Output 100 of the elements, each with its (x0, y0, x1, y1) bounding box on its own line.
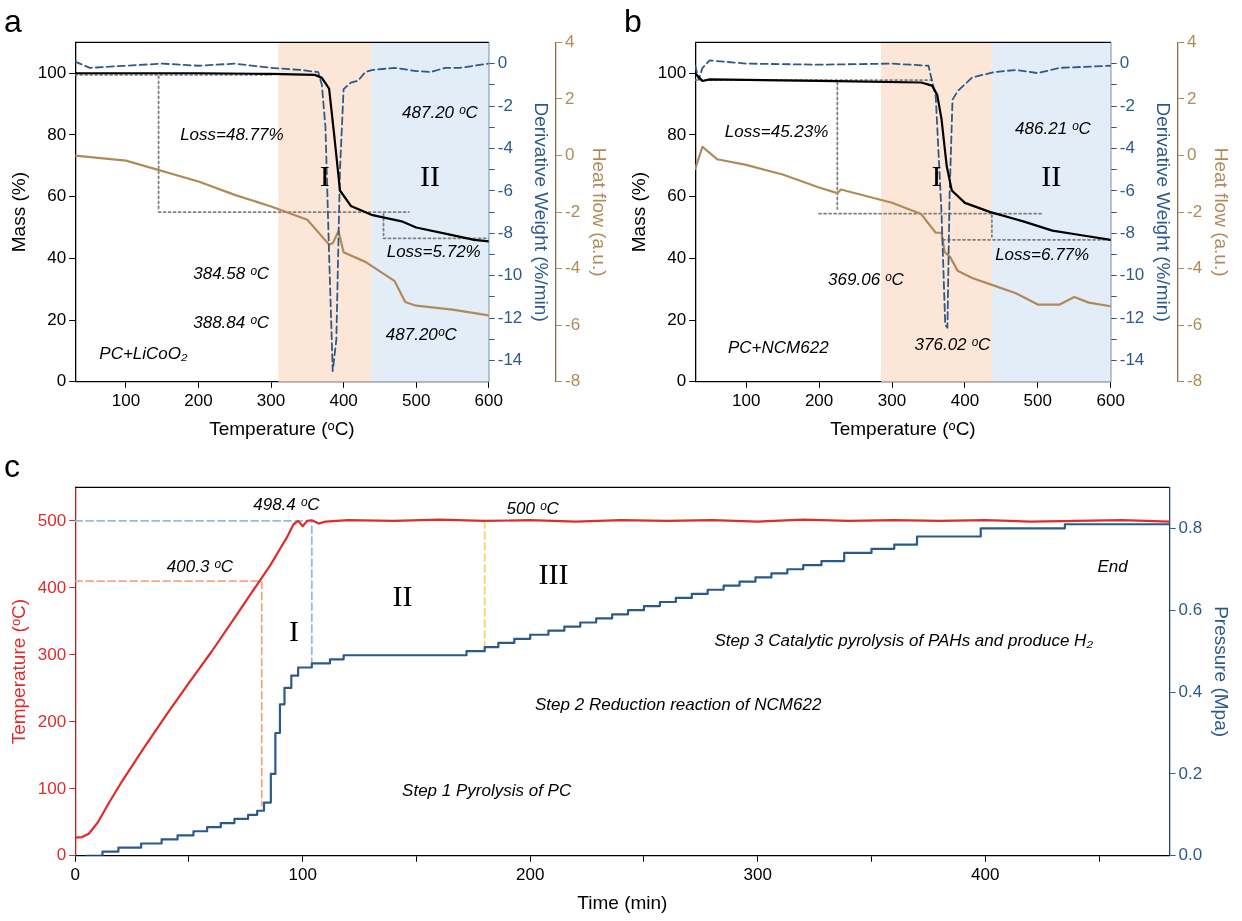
annotation: Step 1 Pyrolysis of PC (402, 781, 572, 801)
x-tick-label: 100 (288, 864, 317, 884)
y2-tick-label: -4 (497, 138, 513, 158)
y-axis-title: Mass (%) (7, 171, 29, 253)
y3-tick-label: 0 (1187, 145, 1197, 165)
y2-tick-label: 0.2 (1178, 763, 1203, 783)
annotation: 498.4 ᵒC (253, 495, 321, 515)
y3-tick-label: 2 (1187, 88, 1197, 108)
y2-tick-label: -8 (1119, 223, 1135, 242)
annotation: 500 ᵒC (506, 498, 560, 518)
annotation: 487.20ᵒC (385, 325, 458, 345)
y-tick-label: 100 (37, 778, 67, 798)
y2-tick-label: -14 (497, 350, 523, 370)
y-axis-title: Temperature (ᵒC) (7, 598, 29, 745)
annotation: II (392, 578, 413, 612)
y2-tick-label: -6 (497, 180, 513, 200)
y3-tick-label: 2 (565, 88, 575, 108)
annotation: Loss=48.77% (180, 124, 284, 144)
chart-title: c (4, 448, 20, 485)
y2-tick-label: -12 (497, 307, 523, 327)
y2-tick-label: -12 (1119, 307, 1145, 327)
annotation: 384.58 ᵒC (193, 263, 270, 283)
annotation: 376.02 ᵒC (914, 334, 991, 354)
x-tick-label: 500 (1023, 390, 1052, 410)
y-tick-label: 500 (37, 510, 67, 530)
y-tick-label: 200 (37, 711, 67, 731)
y2-tick-label: -4 (1119, 138, 1135, 158)
x-tick-label: 0 (70, 864, 80, 884)
annotation: 388.84 ᵒC (193, 312, 270, 332)
x-tick-label: 600 (474, 390, 503, 410)
y2-tick-label: -10 (1119, 265, 1145, 285)
y3-tick-label: -8 (1187, 371, 1203, 391)
chart-title: a (4, 3, 22, 40)
x-tick-label: 400 (971, 864, 1000, 884)
y-tick-label: 40 (47, 248, 67, 268)
x-tick-label: 500 (401, 390, 431, 410)
y2-tick-label: 0.0 (1178, 845, 1203, 865)
y-tick-label: 20 (47, 309, 67, 329)
x-tick-label: 400 (950, 390, 980, 410)
x-tick-label: 600 (1096, 390, 1125, 410)
y2-tick-label: -6 (1119, 180, 1135, 200)
y3-tick-label: -2 (1187, 201, 1203, 221)
y2-tick-label: -14 (1119, 350, 1145, 370)
y-tick-label: 60 (47, 186, 67, 206)
x-tick-label: 300 (877, 390, 907, 410)
y-tick-label: 0 (56, 371, 67, 391)
annotation: 400.3 ᵒC (166, 556, 234, 576)
y3-tick-label: -8 (565, 371, 581, 391)
x-tick-label: 300 (256, 390, 286, 410)
annotation: 487.20 ᵒC (402, 103, 479, 123)
annotation: I (289, 613, 300, 647)
band-label: II (1041, 159, 1062, 193)
y-tick-label: 0 (56, 845, 67, 865)
x-axis-title: Time (min) (577, 891, 668, 913)
chart-title: b (624, 3, 642, 40)
x-tick-label: 300 (743, 864, 772, 884)
x-tick-label: 200 (804, 390, 834, 410)
y2-tick-label: -8 (497, 223, 513, 242)
y3-tick-label: -6 (1187, 314, 1203, 334)
y-axis-title: Mass (%) (627, 171, 649, 253)
y2-tick-label: 0.8 (1178, 518, 1203, 538)
y-tick-label: 400 (37, 577, 67, 597)
y2-tick-label: 0 (497, 53, 508, 73)
y2-tick-label: -2 (497, 95, 513, 115)
y3-tick-label: 4 (565, 32, 575, 52)
y3-tick-label: -4 (1187, 258, 1203, 278)
y-tick-label: 40 (667, 248, 687, 268)
annotation: Loss=45.23% (724, 122, 829, 142)
band-label: I (931, 159, 942, 193)
annotation: Loss=6.77% (995, 244, 1090, 264)
y3-axis-title: Heat flow (a.u.) (1211, 147, 1233, 277)
y3-axis-title: Heat flow (a.u.) (589, 147, 611, 277)
y2-axis-title: Derivative Weight (%/min) (1153, 102, 1175, 322)
x-axis-title: Temperature (ᵒC) (209, 417, 355, 439)
x-tick-label: 200 (184, 390, 213, 410)
band-label: II (419, 159, 440, 193)
y3-tick-label: -4 (565, 258, 581, 278)
y2-tick-label: 0.4 (1178, 681, 1203, 701)
y-tick-label: 60 (667, 186, 687, 206)
y-tick-label: 0 (676, 371, 687, 391)
y3-tick-label: -2 (565, 201, 581, 221)
y2-axis-title: Derivative Weight (%/min) (531, 102, 553, 322)
band-label: I (319, 159, 330, 193)
y2-tick-label: 0 (1119, 53, 1130, 73)
annotation: III (538, 557, 569, 591)
y3-tick-label: -6 (565, 314, 581, 334)
y-tick-label: 100 (657, 62, 687, 82)
annotation: Step 2 Reduction reaction of NCM622 (535, 694, 822, 714)
y2-tick-label: -10 (497, 265, 523, 285)
x-tick-label: 400 (329, 390, 358, 410)
y-tick-label: 20 (667, 309, 687, 329)
annotation: Step 3 Catalytic pyrolysis of PAHs and produce H₂ (714, 631, 1094, 651)
y3-tick-label: 4 (1187, 32, 1197, 52)
annotation: PC+LiCoO₂ (99, 343, 189, 363)
annotation: End (1097, 556, 1129, 576)
x-axis-title: Temperature (ᵒC) (830, 417, 976, 439)
y-tick-label: 100 (37, 62, 67, 82)
y-tick-label: 80 (47, 124, 67, 144)
y2-tick-label: 0.6 (1178, 599, 1203, 619)
annotation: Loss=5.72% (386, 241, 481, 261)
